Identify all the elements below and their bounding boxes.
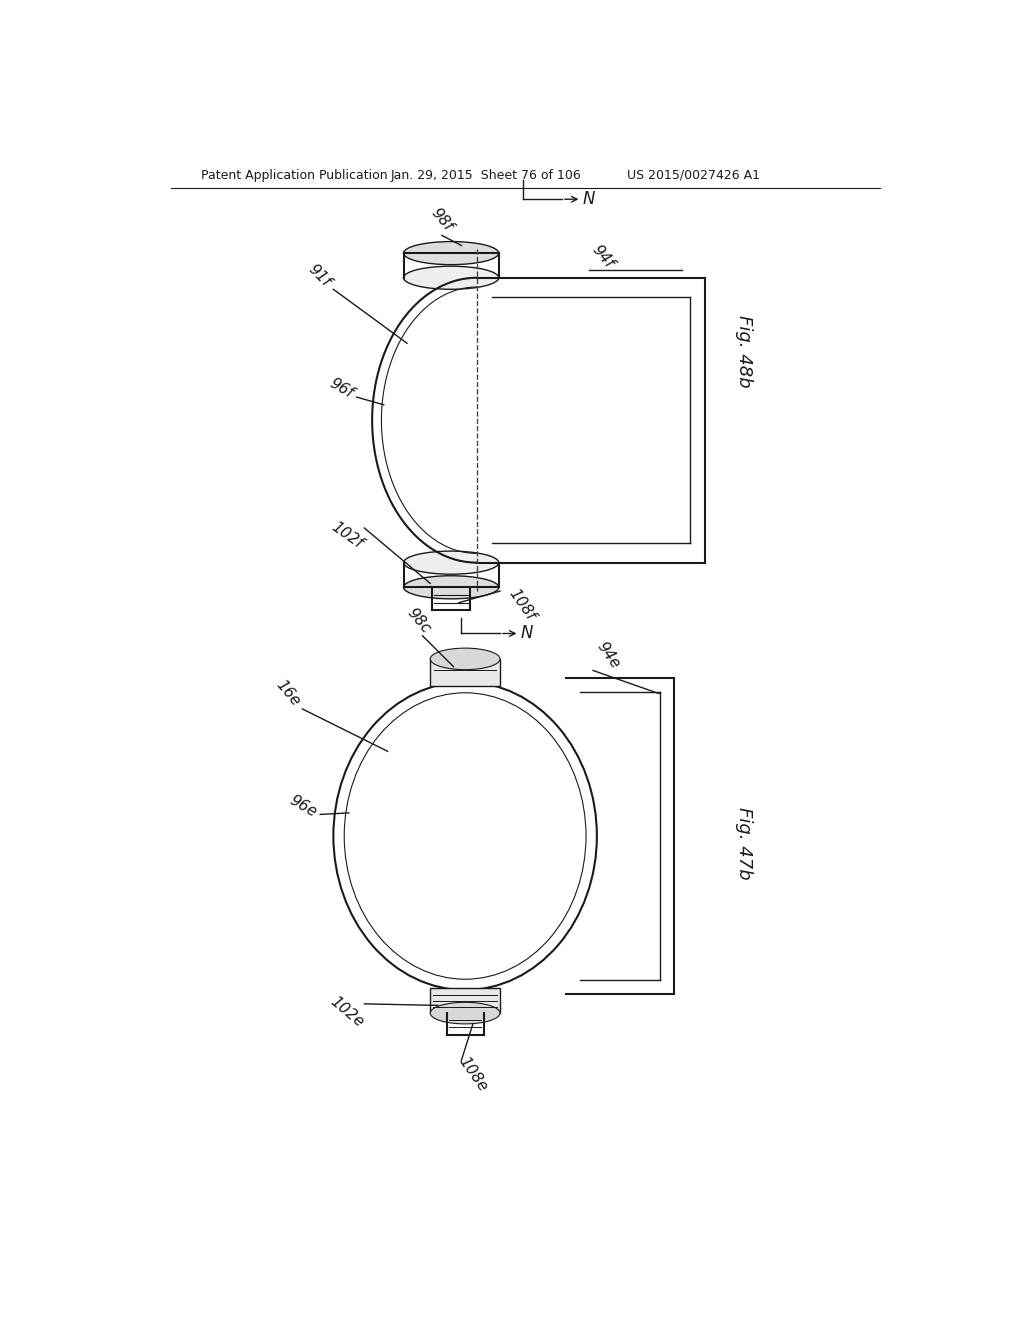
- Text: 91f: 91f: [305, 261, 334, 289]
- Text: US 2015/0027426 A1: US 2015/0027426 A1: [628, 169, 760, 182]
- Ellipse shape: [403, 552, 499, 574]
- Ellipse shape: [403, 267, 499, 289]
- Text: 102f: 102f: [329, 520, 366, 552]
- Text: 108e: 108e: [456, 1055, 490, 1094]
- Text: 98f: 98f: [428, 206, 456, 235]
- Ellipse shape: [430, 1002, 500, 1024]
- Text: 96e: 96e: [287, 793, 319, 821]
- Ellipse shape: [403, 576, 499, 599]
- Text: 94e: 94e: [594, 639, 623, 671]
- Text: Jan. 29, 2015  Sheet 76 of 106: Jan. 29, 2015 Sheet 76 of 106: [391, 169, 582, 182]
- Bar: [430, 659, 500, 686]
- Text: N: N: [583, 190, 595, 209]
- Bar: [430, 989, 500, 1014]
- Text: 94f: 94f: [590, 242, 616, 271]
- Text: 108f: 108f: [506, 586, 538, 623]
- Text: 16e: 16e: [273, 677, 303, 709]
- Text: Patent Application Publication: Patent Application Publication: [202, 169, 388, 182]
- Text: 102e: 102e: [328, 994, 367, 1030]
- Ellipse shape: [403, 242, 499, 264]
- Text: Fig. 47b: Fig. 47b: [735, 808, 753, 880]
- Text: 96f: 96f: [327, 375, 355, 400]
- Text: N: N: [521, 624, 534, 643]
- Ellipse shape: [430, 648, 500, 669]
- Text: 98c: 98c: [403, 605, 433, 636]
- Text: Fig. 48b: Fig. 48b: [735, 314, 753, 387]
